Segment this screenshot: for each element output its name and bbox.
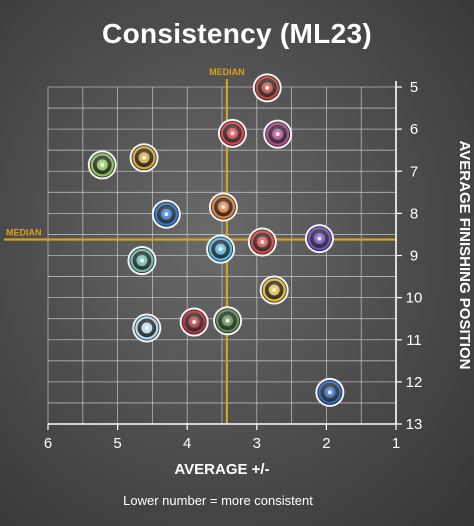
x-tick-label: 3 [253,435,261,452]
data-point [132,313,162,343]
badge-gloss [134,315,160,341]
badge-gloss [89,152,115,178]
data-point [151,199,181,229]
badge-gloss [131,145,157,171]
x-tick-label: 5 [113,435,121,452]
median-y-label: MEDIAN [6,227,42,237]
y-tick-label: 8 [410,205,418,222]
y-tick-label: 9 [410,248,418,265]
y-tick-label: 13 [406,416,423,433]
data-point [252,73,282,103]
median-lines: MEDIAN MEDIAN [4,67,396,424]
data-point [129,143,159,173]
badge-gloss [215,308,241,334]
y-axis-label: AVERAGE FINISHING POSITION [456,141,473,370]
x-tick-label: 6 [44,435,52,452]
data-point [213,306,243,336]
badge-gloss [181,309,207,335]
y-tick-label: 7 [410,163,418,180]
x-tick-label: 1 [392,435,400,452]
data-point [304,224,334,254]
badge-gloss [254,75,280,101]
badge-gloss [306,226,332,252]
chart-note: Lower number = more consistent [123,493,313,508]
data-point [263,119,293,149]
median-x-label: MEDIAN [209,67,245,77]
badge-gloss [265,121,291,147]
data-point [217,118,247,148]
y-tick-label: 11 [406,332,422,349]
badge-gloss [208,236,234,262]
y-tick-label: 10 [406,290,423,307]
badge-gloss [153,201,179,227]
y-tick-label: 6 [410,121,418,138]
axes [47,81,402,430]
badge-gloss [219,120,245,146]
data-point [315,377,345,407]
data-points [87,73,345,407]
badge-gloss [317,379,343,405]
x-tick-label: 2 [322,435,330,452]
data-point [247,227,277,257]
data-point [87,150,117,180]
x-tick-label: 4 [183,435,191,452]
data-point [208,192,238,222]
x-axis-label: AVERAGE +/- [174,461,269,478]
data-point [127,246,157,276]
data-point [206,234,236,264]
data-point [259,275,289,305]
chart-title: Consistency (ML23) [102,18,372,49]
y-tick-label: 5 [410,79,418,96]
tick-labels: 6 5 4 3 2 1 5 6 7 8 9 10 11 12 13 [44,79,423,452]
y-tick-label: 12 [406,374,423,391]
badge-gloss [249,229,275,255]
badge-gloss [210,194,236,220]
badge-gloss [129,248,155,274]
data-point [179,307,209,337]
badge-gloss [261,277,287,303]
